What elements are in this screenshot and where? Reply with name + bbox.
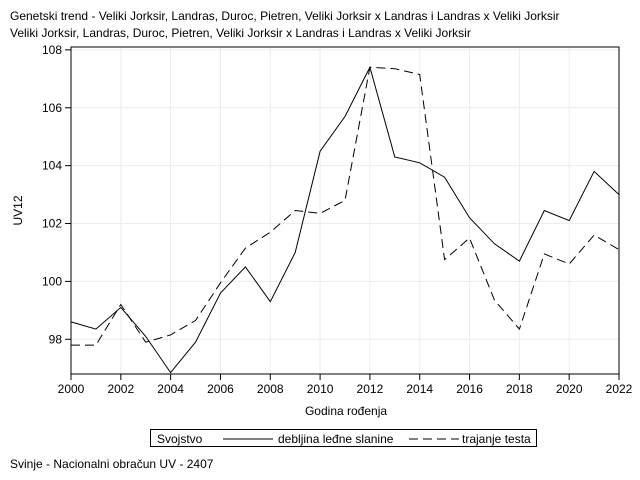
footnote: Svinje - Nacionalni obračun UV - 2407 — [10, 457, 214, 471]
chart-title-line-2: Veliki Jorksir, Landras, Duroc, Pietren,… — [10, 26, 471, 40]
x-tick-label: 2020 — [556, 382, 583, 396]
plot-frame — [70, 46, 620, 375]
x-tick-label: 2016 — [456, 382, 483, 396]
series-line-debljina-ledne-slanine — [70, 65, 620, 374]
x-tick-label: 2014 — [406, 382, 433, 396]
y-tick-label: 100 — [42, 274, 62, 288]
x-tick-label: 2022 — [606, 382, 633, 396]
line-chart: 2000 2002 2004 2006 2008 2010 2012 2014 2016 2018… — [11, 43, 633, 418]
x-tick-label: 2010 — [307, 382, 334, 396]
legend-title: Svojstvo — [157, 432, 203, 446]
x-tick-label: 2018 — [506, 382, 533, 396]
y-tick-label: 98 — [49, 332, 63, 346]
x-tick-label: 2012 — [357, 382, 384, 396]
x-tick-label: 2002 — [107, 382, 134, 396]
chart-title-line-1: Genetski trend - Veliki Jorksir, Landras… — [10, 9, 560, 23]
x-axis-label: Godina rođenja — [305, 404, 387, 418]
y-tick-label: 102 — [42, 217, 62, 231]
legend-solid-line-swatch — [223, 438, 273, 440]
x-tick-label: 2004 — [157, 382, 184, 396]
legend-item-debljina: debljina leđne slanine — [278, 432, 394, 446]
x-tick-label: 2008 — [257, 382, 284, 396]
x-tick-label: 2000 — [58, 382, 85, 396]
legend-dashed-line-swatch — [409, 438, 459, 440]
y-tick-label: 108 — [42, 43, 62, 57]
y-tick-label: 106 — [42, 101, 62, 115]
series-line-trajanje-testa — [71, 66, 620, 346]
x-tick-label: 2006 — [207, 382, 234, 396]
y-tick-label: 104 — [42, 159, 62, 173]
legend-item-trajanje: trajanje testa — [462, 432, 531, 446]
y-axis-label: UV12 — [11, 195, 25, 225]
legend: Svojstvo debljina leđne slanine trajanje… — [150, 429, 537, 447]
